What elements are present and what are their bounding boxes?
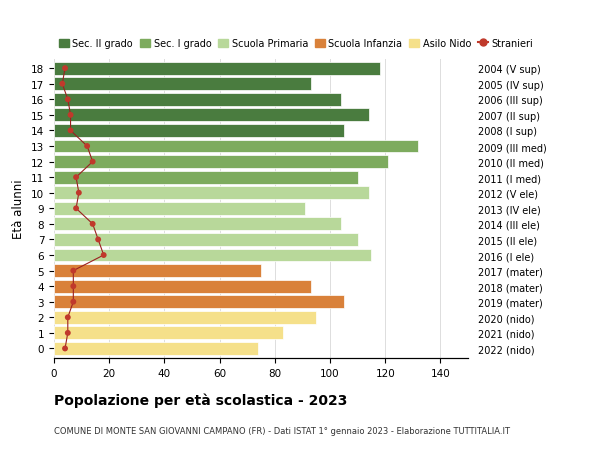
Point xyxy=(68,267,78,274)
Bar xyxy=(54,94,341,106)
Point xyxy=(68,283,78,290)
Bar xyxy=(54,234,358,246)
Bar xyxy=(54,296,344,308)
Bar xyxy=(54,171,358,184)
Bar xyxy=(54,109,368,122)
Text: COMUNE DI MONTE SAN GIOVANNI CAMPANO (FR) - Dati ISTAT 1° gennaio 2023 - Elabora: COMUNE DI MONTE SAN GIOVANNI CAMPANO (FR… xyxy=(54,426,510,435)
Bar xyxy=(54,265,261,277)
Bar xyxy=(54,125,344,138)
Point xyxy=(66,112,76,119)
Point xyxy=(60,345,70,353)
Point xyxy=(63,314,73,321)
Point xyxy=(60,65,70,73)
Bar xyxy=(54,62,380,75)
Bar xyxy=(54,140,418,153)
Bar xyxy=(54,78,311,91)
Point xyxy=(74,190,83,197)
Bar xyxy=(54,280,311,293)
Point xyxy=(82,143,92,151)
Point xyxy=(63,330,73,337)
Legend: Sec. II grado, Sec. I grado, Scuola Primaria, Scuola Infanzia, Asilo Nido, Stran: Sec. II grado, Sec. I grado, Scuola Prim… xyxy=(59,39,533,49)
Point xyxy=(71,205,81,213)
Bar xyxy=(54,311,316,324)
Bar xyxy=(54,156,388,168)
Bar xyxy=(54,187,368,200)
Y-axis label: Età alunni: Età alunni xyxy=(13,179,25,239)
Point xyxy=(63,96,73,104)
Point xyxy=(71,174,81,181)
Text: Popolazione per età scolastica - 2023: Popolazione per età scolastica - 2023 xyxy=(54,392,347,407)
Point xyxy=(58,81,67,88)
Bar xyxy=(54,218,341,231)
Point xyxy=(88,158,97,166)
Bar xyxy=(54,342,258,355)
Bar xyxy=(54,327,283,340)
Point xyxy=(88,221,97,228)
Point xyxy=(99,252,109,259)
Point xyxy=(66,128,76,135)
Bar xyxy=(54,249,371,262)
Bar xyxy=(54,202,305,215)
Point xyxy=(94,236,103,244)
Point xyxy=(68,298,78,306)
